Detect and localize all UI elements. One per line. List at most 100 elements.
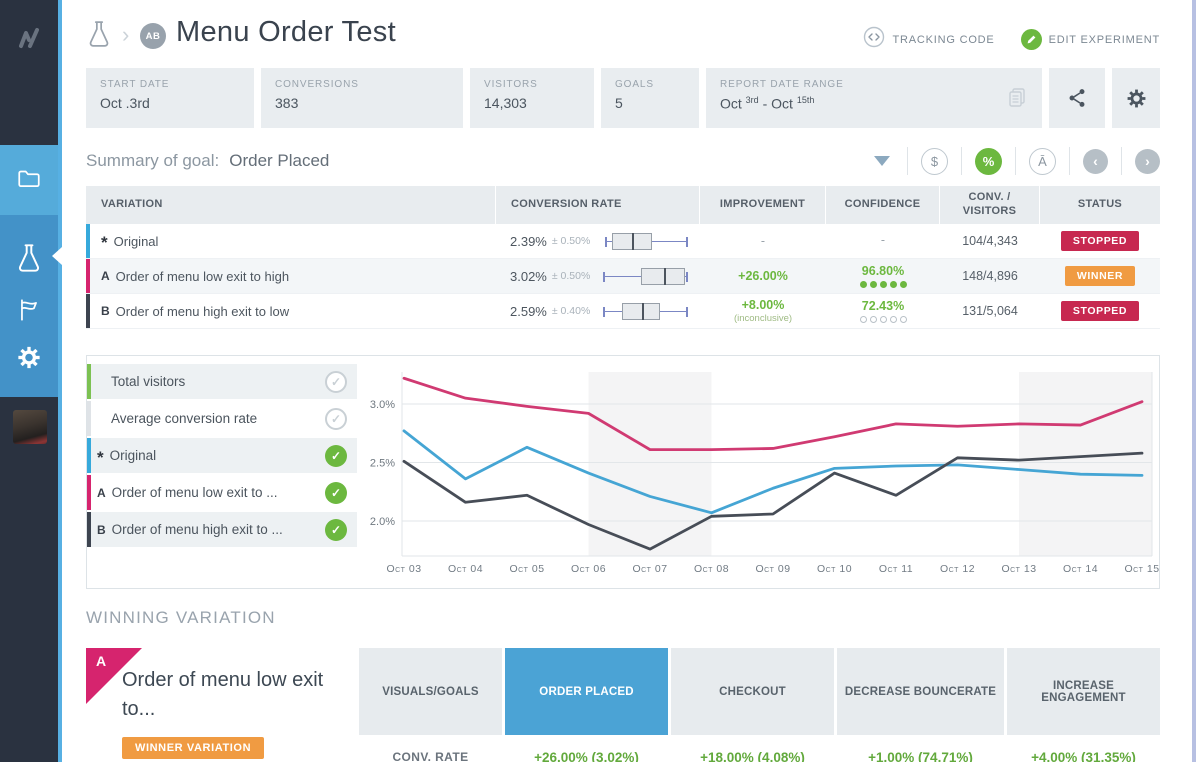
tracking-code-label: TRACKING CODE (892, 33, 995, 46)
active-item-arrow (52, 247, 62, 265)
table-row-original: * Original 2.39% ± 0.50% - - 104/4,343 (86, 224, 1160, 259)
summary-row: Summary of goal: Order Placed $ % Ā ‹ › (86, 140, 1160, 182)
legend-item-original[interactable]: * Original ✓ (87, 438, 357, 473)
stats-bar: START DATE Oct .3rd CONVERSIONS 383 VISI… (86, 68, 1160, 128)
svg-text:Oct 11: Oct 11 (879, 563, 913, 575)
conv-rate-increase-engagement: +4.00% (31.35%) (1004, 735, 1160, 762)
stat-conversions: CONVERSIONS 383 (261, 68, 463, 128)
tracking-code-button[interactable]: TRACKING CODE (863, 26, 994, 53)
window-edge-strip (1192, 0, 1196, 762)
stat-visitors: VISITORS 14,303 (470, 68, 594, 128)
legend-item-variation-a[interactable]: A Order of menu low exit to ... ✓ (87, 475, 357, 510)
stat-start-date: START DATE Oct .3rd (86, 68, 254, 128)
variation-prefix: A (101, 269, 110, 283)
legend-check-icon[interactable]: ✓ (325, 481, 347, 504)
legend-check-icon[interactable]: ✓ (325, 407, 347, 430)
svg-text:Oct 14: Oct 14 (1063, 563, 1098, 575)
legend-check-icon[interactable]: ✓ (325, 518, 347, 541)
winner-variation-badge: WINNER VARIATION (122, 737, 265, 759)
svg-text:3.0%: 3.0% (370, 399, 395, 411)
conversion-chart: Total visitors ✓ Average conversion rate… (86, 355, 1160, 589)
variations-table: VARIATION CONVERSION RATE IMPROVEMENT CO… (86, 186, 1160, 329)
legend-check-icon[interactable]: ✓ (325, 370, 347, 393)
page-header: › AB Menu Order Test TRACKING CODE (86, 16, 1160, 62)
goal-dropdown-arrow[interactable] (874, 156, 890, 166)
currency-toggle-button[interactable]: $ (921, 147, 948, 175)
goal-column-checkout[interactable]: CHECKOUT (668, 648, 834, 735)
svg-text:Oct 07: Oct 07 (632, 563, 667, 575)
average-toggle-button[interactable]: Ā (1029, 147, 1056, 175)
confidence-dots (859, 316, 907, 323)
breadcrumb-chevron-icon: › (122, 22, 130, 47)
next-goal-button[interactable]: › (1135, 148, 1160, 174)
prev-goal-button[interactable]: ‹ (1083, 148, 1108, 174)
svg-text:Oct 03: Oct 03 (386, 563, 421, 575)
settings-button[interactable] (1112, 68, 1160, 128)
sidebar-edge-strip (58, 0, 62, 762)
flask-icon (18, 244, 40, 272)
goal-column-increase-engagement[interactable]: INCREASE ENGAGEMENT (1004, 648, 1160, 735)
svg-text:Oct 06: Oct 06 (571, 563, 606, 575)
report-document-icon[interactable] (1006, 86, 1028, 115)
variation-color-bar (86, 259, 90, 293)
percent-toggle-button[interactable]: % (975, 147, 1002, 175)
stat-report-date-range: REPORT DATE RANGE Oct 3rd - Oct 15th (706, 68, 1042, 128)
gear-icon (18, 346, 40, 369)
gear-icon (1127, 89, 1145, 107)
breadcrumb-flask-icon[interactable] (86, 20, 112, 53)
legend-check-icon[interactable]: ✓ (325, 444, 347, 467)
page-title: Menu Order Test (176, 16, 396, 48)
svg-text:Oct 05: Oct 05 (509, 563, 544, 575)
share-button[interactable] (1049, 68, 1105, 128)
sidebar-item-folder[interactable] (0, 145, 58, 215)
sidebar-item-goals[interactable] (16, 297, 42, 328)
legend-item-total-visitors[interactable]: Total visitors ✓ (87, 364, 357, 399)
sidebar-item-experiments[interactable] (15, 243, 43, 278)
pencil-icon (1020, 29, 1042, 50)
sidebar-active-group (0, 215, 58, 397)
experiment-type-badge: AB (140, 23, 166, 49)
svg-text:Oct 04: Oct 04 (448, 563, 483, 575)
avatar[interactable] (13, 410, 47, 444)
conv-rate-row-label: CONV. RATE (356, 735, 502, 762)
goal-column-order-placed[interactable]: ORDER PLACED (502, 648, 668, 735)
conv-rate-checkout: +18.00% (4.08%) (668, 735, 834, 762)
status-badge: STOPPED (1060, 231, 1140, 251)
main-content: › AB Menu Order Test TRACKING CODE (62, 0, 1196, 762)
goal-name[interactable]: Order Placed (229, 151, 330, 170)
conv-rate-decrease-bouncerate: +1.00% (74.71%) (834, 735, 1004, 762)
legend-item-variation-b[interactable]: B Order of menu high exit to ... ✓ (87, 512, 357, 547)
goal-column-visuals-goals[interactable]: VISUALS/GOALS (356, 648, 502, 735)
flag-icon (21, 299, 37, 321)
svg-text:Oct 09: Oct 09 (755, 563, 790, 575)
variation-color-bar (86, 294, 90, 328)
folder-icon (16, 165, 42, 196)
variation-name: Order of menu high exit to low (115, 303, 290, 319)
edit-experiment-button[interactable]: EDIT EXPERIMENT (1020, 29, 1160, 50)
svg-text:Oct 13: Oct 13 (1001, 563, 1036, 575)
table-header: VARIATION CONVERSION RATE IMPROVEMENT CO… (86, 186, 1160, 224)
svg-text:Oct 12: Oct 12 (940, 563, 975, 575)
status-badge: STOPPED (1060, 301, 1140, 321)
confidence-interval-boxplot (603, 232, 688, 251)
svg-text:2.0%: 2.0% (370, 516, 395, 528)
table-row-variation-a: A Order of menu low exit to high 3.02% ±… (86, 259, 1160, 294)
legend-item-average-conversion-rate[interactable]: Average conversion rate ✓ (87, 401, 357, 436)
chart-legend: Total visitors ✓ Average conversion rate… (87, 364, 357, 549)
summary-controls: $ % Ā ‹ › (874, 147, 1160, 175)
confidence-interval-boxplot (603, 302, 688, 321)
goal-column-decrease-bouncerate[interactable]: DECREASE BOUNCERATE (834, 648, 1004, 735)
winning-variation-heading: WINNING VARIATION (86, 608, 276, 627)
winning-variation-card: A Order of menu low exit to... WINNER VA… (86, 648, 356, 762)
vwo-logo[interactable] (12, 22, 46, 56)
winning-variation-table: A Order of menu low exit to... WINNER VA… (86, 648, 1160, 762)
summary-label: Summary of goal: Order Placed (86, 151, 330, 170)
conv-rate-order-placed: +26.00% (3.02%) (502, 735, 668, 762)
variation-name: Order of menu low exit to high (115, 268, 290, 284)
status-badge: WINNER (1064, 266, 1136, 286)
svg-text:Oct 15: Oct 15 (1124, 563, 1159, 575)
code-icon (863, 26, 885, 53)
sidebar-item-settings[interactable] (17, 345, 42, 375)
variation-letter: A (96, 653, 107, 669)
